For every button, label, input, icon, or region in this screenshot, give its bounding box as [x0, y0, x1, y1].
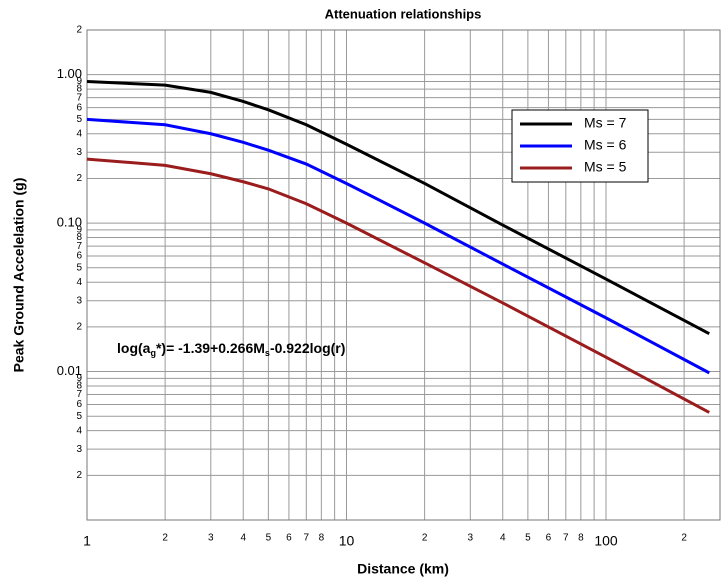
x-axis-label: Distance (km): [357, 561, 449, 577]
chart-title: Attenuation relationships: [325, 6, 482, 21]
x-tick-label: 7: [563, 533, 569, 544]
y-tick-label: 6: [76, 251, 82, 262]
x-tick-label: 8: [578, 533, 584, 544]
x-tick-label: 5: [525, 533, 531, 544]
x-tick-label: 7: [304, 533, 310, 544]
y-tick-label: 7: [76, 241, 82, 252]
y-tick-label: 2: [76, 470, 82, 481]
y-tick-label: 5: [76, 114, 82, 125]
y-tick-label: 1.00: [57, 66, 82, 81]
y-tick-label: 5: [76, 262, 82, 273]
y-tick-label: 2: [76, 322, 82, 333]
annotation-part: -0.922log(r): [270, 340, 345, 356]
legend-label: Ms = 5: [584, 159, 627, 175]
x-tick-label: 1: [83, 533, 91, 549]
y-tick-label: 2: [76, 25, 82, 36]
y-tick-label: 9: [76, 225, 82, 236]
x-tick-label: 4: [500, 533, 506, 544]
x-tick-label: 8: [319, 533, 325, 544]
y-tick-label: 8: [76, 381, 82, 392]
annotation-part: log(a: [117, 340, 151, 356]
x-tick-label: 2: [681, 533, 687, 544]
y-tick-label: 5: [76, 411, 82, 422]
data-line: [86, 79, 710, 335]
y-tick-label: 4: [76, 128, 82, 139]
data-line: [86, 117, 710, 375]
y-tick-label: 7: [76, 389, 82, 400]
y-tick-label: 2: [76, 173, 82, 184]
x-tick-label: 4: [240, 533, 246, 544]
annotation-part: s: [265, 348, 270, 358]
y-tick-label: 9: [76, 76, 82, 87]
annotation: log(ag*)= -1.39+0.266Ms-0.922log(r): [117, 340, 345, 359]
x-tick-label: 2: [422, 533, 428, 544]
y-tick-label: 6: [76, 399, 82, 410]
y-tick-label: 0.01: [57, 363, 82, 378]
x-tick-label: 6: [286, 533, 292, 544]
x-tick-label: 5: [266, 533, 272, 544]
y-tick-label: 3: [76, 147, 82, 158]
y-tick-label: 3: [76, 295, 82, 306]
plot-frame: [86, 29, 721, 521]
y-axis-label: Peak Ground Accelelation (g): [11, 178, 27, 373]
legend-label: Ms = 7: [584, 115, 627, 131]
y-tick-label: 9: [76, 373, 82, 384]
y-tick-label: 3: [76, 444, 82, 455]
y-tick-label: 8: [76, 84, 82, 95]
y-tick-label: 6: [76, 102, 82, 113]
y-tick-label: 0.10: [57, 215, 82, 230]
legend-label: Ms = 6: [584, 137, 627, 153]
x-tick-label: 10: [339, 533, 355, 549]
y-tick-label: 7: [76, 92, 82, 103]
annotation-part: g: [150, 348, 156, 358]
y-tick-label: 4: [76, 425, 82, 436]
annotation-part: *)= -1.39+0.266M: [156, 340, 265, 356]
x-tick-label: 6: [546, 533, 552, 544]
y-tick-label: 4: [76, 277, 82, 288]
data-line: [86, 157, 710, 414]
x-tick-label: 2: [162, 533, 168, 544]
x-tick-label: 3: [468, 533, 474, 544]
y-tick-label: 8: [76, 232, 82, 243]
x-tick-label: 3: [208, 533, 214, 544]
x-tick-label: 100: [594, 533, 618, 549]
